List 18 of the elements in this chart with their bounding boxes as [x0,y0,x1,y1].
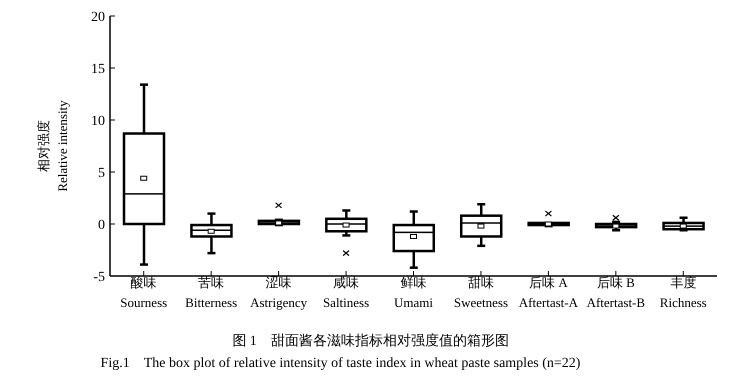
y-tick-label: 5 [98,166,105,181]
x-tick-label: 酸味 Sourness [120,275,168,310]
y-tick-label: -5 [93,270,105,285]
y-tick-label: 20 [91,10,105,25]
y-tick-label: 0 [98,218,105,233]
text: 图 1 甜面酱各滋味指标相对强度值的箱形图 [231,332,510,350]
x-tick-label: 后味 A Aftertast-A [518,275,579,310]
x-tick-label: 后味 B Aftertast-B [586,275,646,310]
x-tick-label: 咸味 Saltiness [322,275,370,310]
y-axis-title: 相对强度 Relative intensity [36,100,70,192]
x-tick-label: 甜味 Sweetness [454,275,508,310]
x-tick-label: 鲜味 Umami [394,275,434,310]
x-tick-label: 苦味 Bitterness [185,275,238,310]
text: Fig.1 The box plot of relative intensity of taste index in wheat paste samples (n=22) [100,355,582,372]
x-tick-label: 丰度 Richness [660,275,707,310]
y-tick-label: 15 [91,62,105,77]
x-tick-label: 涩味 Astrigency [250,275,308,310]
y-tick-label: 10 [91,114,105,129]
